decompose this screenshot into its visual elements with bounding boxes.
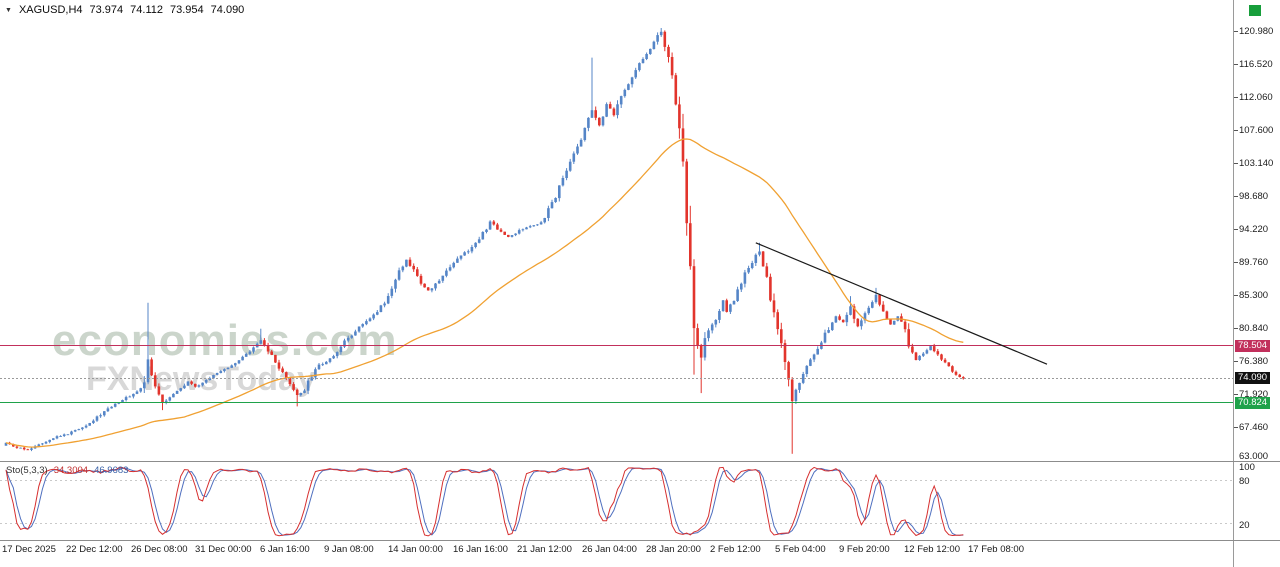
price-axis-label: 71.920 [1239,389,1269,400]
quote-low: 73.954 [170,4,204,16]
price-axis-tick [1234,130,1238,131]
price-axis-tick [1234,229,1238,230]
price-axis-tick [1234,427,1238,428]
indicator-signal-value: 46.9683 [94,465,129,476]
price-tag: 74.090 [1235,372,1271,384]
price-axis-label: 107.600 [1239,125,1274,136]
time-axis-label: 9 Feb 20:00 [839,544,890,555]
time-axis-label: 12 Feb 12:00 [904,544,960,555]
quote-close: 74.090 [210,4,245,16]
price-axis-label: 116.520 [1239,59,1273,70]
time-axis-label: 14 Jan 00:00 [388,544,443,555]
quote-open: 73.974 [89,4,124,16]
collapse-arrow-icon[interactable]: ▼ [5,6,12,14]
price-axis-label: 67.460 [1239,422,1269,433]
price-axis-tick [1234,163,1238,164]
time-axis-label: 5 Feb 04:00 [775,544,826,555]
price-axis-label: 80.840 [1239,323,1269,334]
price-axis-tick [1234,361,1238,362]
price-axis-tick [1234,97,1238,98]
main-price-chart[interactable] [0,0,1233,461]
price-tag: 70.824 [1235,397,1271,409]
symbol-period-label: XAGUSD,H4 [18,4,83,16]
indicator-scale-label: 80 [1239,476,1250,487]
time-axis-label: 21 Jan 12:00 [517,544,572,555]
time-axis-label: 16 Jan 16:00 [453,544,508,555]
indicator-scale-label: 100 [1239,462,1255,473]
quote-high: 74.112 [130,4,163,16]
symbol-quote-bar: ▼ XAGUSD,H4 73.974 74.112 73.954 74.090 [5,4,244,16]
price-axis-label: 103.140 [1239,158,1274,169]
candles [4,28,965,454]
time-axis-label: 17 Feb 08:00 [968,544,1024,555]
price-axis-label: 89.760 [1239,257,1269,268]
stochastic-caption: Sto(5,3,3) 34.3004 46.9683 [6,465,128,476]
price-axis-tick [1234,262,1238,263]
time-axis-label: 31 Dec 00:00 [195,544,252,555]
indicator-name: Sto(5,3,3) [6,465,48,476]
brand-corner-marker-icon [1249,5,1261,16]
price-axis-label: 112.060 [1239,92,1273,103]
moving-average-line [5,138,964,448]
panel-divider[interactable] [0,461,1280,462]
price-axis-tick [1234,394,1238,395]
time-axis-label: 26 Jan 04:00 [582,544,637,555]
axis-divider [0,540,1280,541]
indicator-scale-label: 20 [1239,520,1250,531]
time-axis-label: 9 Jan 08:00 [324,544,374,555]
sto-signal-line [5,467,964,536]
time-axis-label: 17 Dec 2025 [2,544,56,555]
price-axis[interactable]: 120.980 116.520 112.060 107.600 103.140 98.68… [1233,0,1280,567]
time-axis-label: 6 Jan 16:00 [260,544,310,555]
time-axis[interactable]: 17 Dec 2025 22 Dec 12:00 26 Dec 08:00 31 De… [0,541,1233,567]
descending-trendline[interactable] [755,242,1048,365]
time-axis-label: 28 Jan 20:00 [646,544,701,555]
price-axis-label: 76.380 [1239,356,1269,367]
price-axis-label: 94.220 [1239,224,1269,235]
time-axis-label: 22 Dec 12:00 [66,544,123,555]
price-axis-label: 98.680 [1239,191,1269,202]
sto-main-line [5,466,964,537]
price-axis-tick [1234,31,1238,32]
time-axis-label: 2 Feb 12:00 [710,544,761,555]
price-axis-label: 85.300 [1239,290,1269,301]
price-axis-tick [1234,295,1238,296]
indicator-main-value: 34.3004 [53,465,89,476]
price-tag: 78.504 [1235,340,1271,352]
price-axis-tick [1234,196,1238,197]
stochastic-panel[interactable] [0,462,1233,540]
price-axis-label: 63.000 [1239,451,1269,462]
price-axis-label: 120.980 [1239,26,1274,37]
time-axis-label: 26 Dec 08:00 [131,544,188,555]
price-axis-tick [1234,64,1238,65]
price-axis-tick [1234,328,1238,329]
